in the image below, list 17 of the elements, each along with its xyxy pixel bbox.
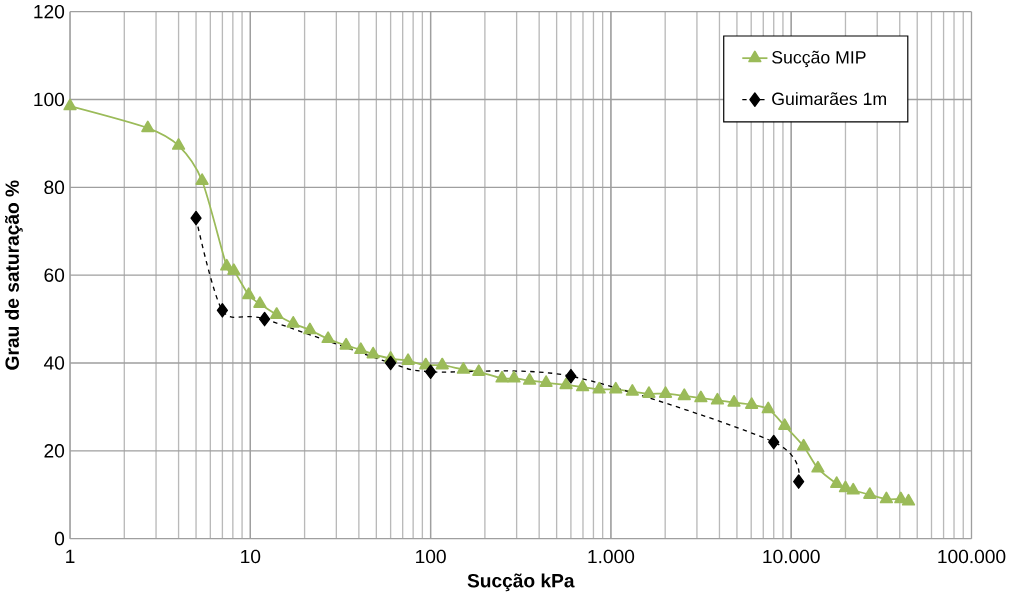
y-tick-label: 20	[44, 443, 65, 458]
x-tick-label: 100	[416, 549, 446, 564]
y-tick-label: 0	[54, 531, 65, 546]
legend-label: Sucção MIP	[772, 50, 866, 68]
x-tick-label: 1	[66, 549, 75, 563]
y-tick-label: 100	[34, 92, 65, 107]
x-tick-label: 1.000	[588, 549, 635, 564]
x-tick-label: 10	[241, 549, 261, 564]
y-axis-title: Grau de saturação %	[4, 180, 23, 370]
x-tick-label: 100.000	[938, 549, 1006, 564]
y-tick-label: 40	[43, 356, 65, 370]
y-tick-label: 120	[34, 4, 65, 19]
x-axis-title: Sucção kPa	[467, 573, 575, 592]
x-tick-label: 10.000	[763, 549, 820, 564]
legend-label: Guimarães 1m	[772, 92, 886, 106]
y-tick-label: 80	[44, 180, 65, 195]
y-tick-label: 60	[44, 268, 65, 282]
